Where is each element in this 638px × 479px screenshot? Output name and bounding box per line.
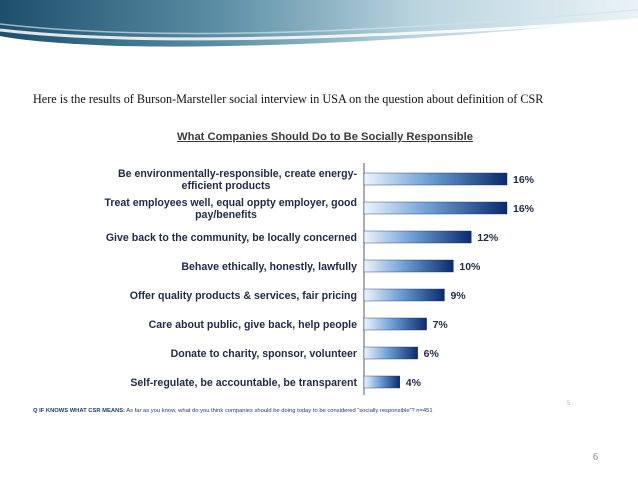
footnote: Q IF KNOWS WHAT CSR MEANS: As far as you… <box>33 408 623 414</box>
bar-1 <box>363 172 508 186</box>
value-label-3: 12% <box>477 232 499 244</box>
value-label-1: 16% <box>513 174 535 186</box>
bar-2 <box>363 201 508 215</box>
chart-title: What Companies Should Do to Be Socially … <box>177 131 473 143</box>
bars-group: 16% Be environmentally-responsible, creat… <box>104 168 534 389</box>
bar-6 <box>363 317 427 331</box>
footnote-text: As far as you know, what do you think co… <box>125 408 433 414</box>
value-label-8: 4% <box>406 377 422 389</box>
category-label-7: Donate to charity, sponsor, volunteer <box>171 348 357 360</box>
bar-5 <box>363 288 445 302</box>
inner-page-number: 5 <box>567 401 571 407</box>
category-label-5: Offer quality products & services, fair … <box>130 290 357 302</box>
slide-number: 6 <box>593 452 598 463</box>
bar-8 <box>363 375 400 389</box>
bar-7 <box>363 346 418 360</box>
category-label-3: Give back to the community, be locally c… <box>106 232 357 244</box>
category-label-1-line-1: Be environmentally-responsible, create e… <box>118 168 358 180</box>
category-label-1-line-2: efficient products <box>182 180 271 192</box>
category-label-4: Behave ethically, honestly, lawfully <box>181 261 357 273</box>
header-banner <box>0 0 638 47</box>
category-label-2-line-1: Treat employees well, equal oppty employ… <box>104 197 357 209</box>
category-label-6: Care about public, give back, help peopl… <box>149 319 357 331</box>
value-label-2: 16% <box>513 203 535 215</box>
value-label-5: 9% <box>450 290 466 302</box>
value-label-4: 10% <box>459 261 481 273</box>
footnote-prefix: Q IF KNOWS WHAT CSR MEANS: <box>33 408 125 414</box>
value-label-7: 6% <box>424 348 440 360</box>
bar-3 <box>363 230 472 244</box>
category-label-2-line-2: pay/benefits <box>195 209 257 221</box>
intro-text: Here is the results of Burson-Marsteller… <box>33 92 544 106</box>
bar-4 <box>363 259 454 273</box>
value-label-6: 7% <box>433 319 449 331</box>
category-label-8: Self-regulate, be accountable, be transp… <box>130 377 357 389</box>
